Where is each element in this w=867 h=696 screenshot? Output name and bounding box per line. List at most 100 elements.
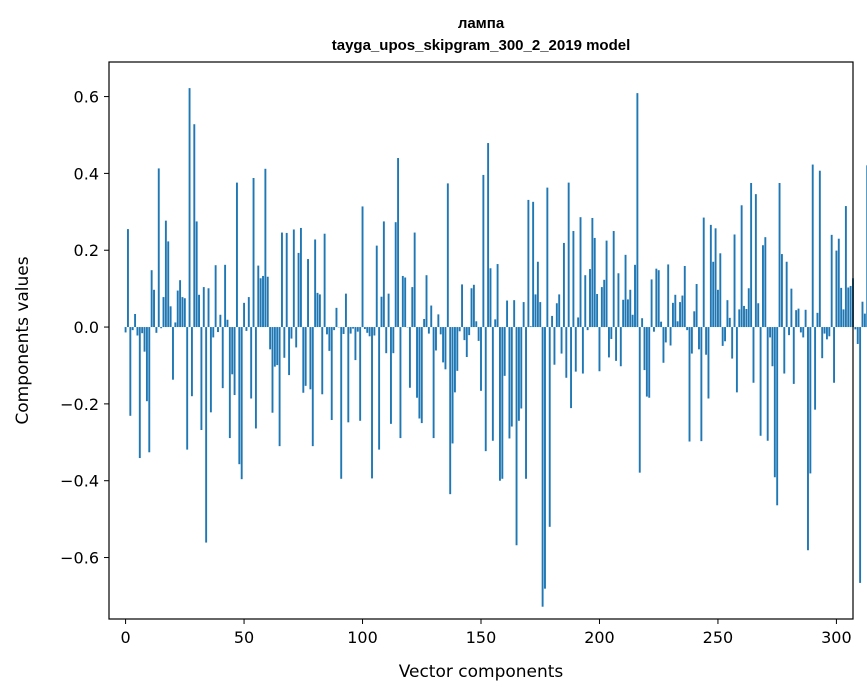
bar-7 [141,327,144,334]
bar-241 [695,284,698,328]
bar-289 [809,327,812,474]
bar-293 [818,170,821,328]
bar-158 [499,327,501,481]
bar-98 [356,327,359,332]
bar-82 [318,294,321,328]
bar-231 [671,302,674,328]
bar-15 [160,327,163,329]
bar-45 [231,327,234,375]
bar-278 [783,327,786,374]
y-tick-label: −0.4 [60,472,99,491]
bar-35 [207,288,210,328]
bar-61 [269,327,272,350]
bar-6 [138,327,141,459]
bar-85 [326,327,328,335]
bar-18 [167,241,170,328]
bar-102 [366,327,369,333]
bar-4 [134,313,137,328]
bar-66 [281,232,283,328]
bar-272 [769,327,772,338]
bar-81 [316,292,319,328]
bar-191 [577,317,580,328]
bar-146 [470,288,473,328]
bar-237 [686,327,689,331]
bar-115 [397,158,400,328]
bar-255 [728,317,731,328]
bar-182 [555,303,558,328]
bar-240 [693,311,696,328]
bar-273 [771,327,774,367]
bar-139 [453,327,456,393]
bar-176 [541,327,544,607]
bars-group [124,88,867,607]
bar-294 [821,327,824,359]
bar-1 [127,229,129,328]
bar-20 [172,327,174,380]
bar-46 [233,327,236,396]
bar-31 [198,294,200,328]
bar-254 [726,300,729,328]
bar-249 [714,228,717,328]
bar-238 [688,327,691,442]
bar-91 [340,327,343,479]
y-axis-ticks: −0.6 −0.4 −0.2 0.0 0.2 0.4 0.6 [60,88,109,568]
bar-301 [837,238,840,328]
bar-285 [799,327,802,333]
bar-214 [631,314,634,328]
bar-51 [245,327,248,331]
bar-251 [719,253,722,328]
bar-246 [707,327,710,399]
bar-142 [461,284,463,328]
bar-127 [425,275,428,328]
bar-5 [136,327,139,336]
bar-288 [807,327,809,551]
bar-309 [856,327,859,344]
bar-262 [745,309,748,328]
bar-174 [536,261,539,328]
bar-221 [648,327,651,398]
bar-145 [468,327,471,336]
bar-134 [442,327,445,363]
x-tick-label: 150 [466,628,497,647]
bar-69 [288,327,291,376]
bar-43 [226,319,229,328]
bar-101 [363,327,366,329]
bar-205 [610,327,613,339]
bar-156 [494,319,497,328]
bar-79 [311,327,314,447]
bar-209 [619,327,622,367]
bar-303 [842,309,845,328]
bar-269 [762,245,764,328]
bar-217 [638,327,641,473]
x-tick-label: 0 [120,628,130,647]
bar-232 [674,294,677,328]
bar-268 [759,327,762,436]
bar-93 [344,293,347,328]
bar-290 [811,164,814,328]
bar-123 [416,327,418,398]
bar-169 [525,327,527,479]
x-axis-ticks: 0 50 100 150 200 250 300 [120,619,852,647]
x-tick-label: 100 [347,628,378,647]
bar-68 [285,232,288,328]
bar-287 [804,309,807,328]
bar-234 [679,302,681,328]
bar-177 [544,327,546,589]
bar-283 [795,310,798,328]
bar-189 [572,231,575,328]
bar-133 [439,327,442,335]
bar-260 [740,205,743,328]
bar-211 [624,254,627,328]
bar-236 [683,265,686,328]
bar-180 [551,315,554,328]
bar-162 [508,327,511,439]
bar-167 [520,327,523,409]
bar-144 [465,327,468,358]
bar-103 [368,327,371,337]
bar-259 [738,309,741,328]
bar-143 [463,327,466,341]
bar-291 [814,327,817,410]
y-tick-label: 0.4 [74,164,99,183]
bar-57 [259,278,262,328]
bar-210 [622,299,625,328]
